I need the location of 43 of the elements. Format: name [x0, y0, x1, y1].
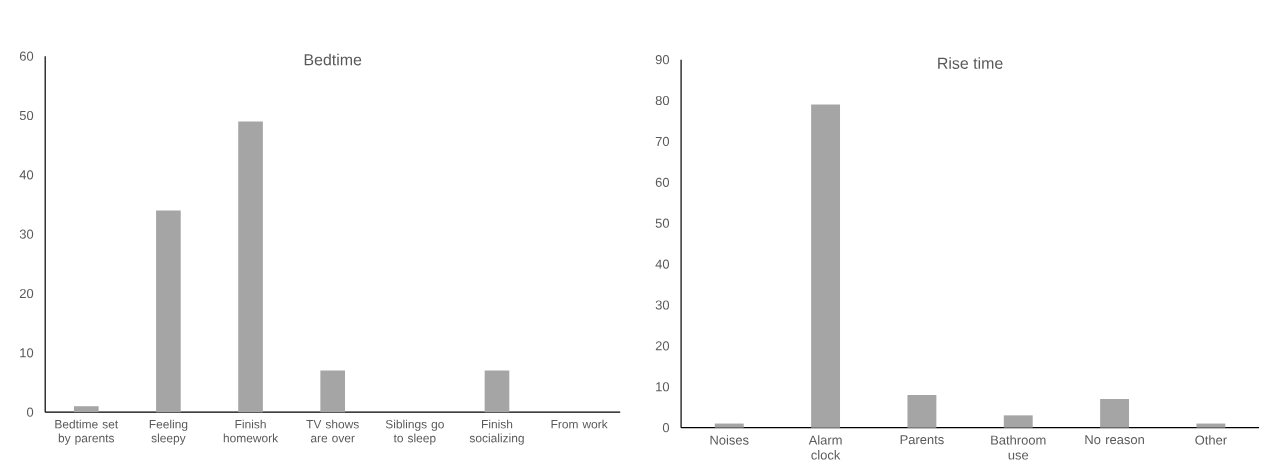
bar	[156, 210, 181, 413]
y-tick-label: 30	[655, 300, 670, 310]
y-tick-label: 0	[26, 407, 34, 417]
y-tick-label: 60	[19, 51, 34, 61]
bar	[1196, 423, 1226, 428]
x-tick-label: Bathroom use	[991, 435, 1046, 460]
bar	[907, 394, 937, 428]
x-tick-label: Bedtime set by parents	[55, 419, 119, 445]
chart-title: Rise time	[938, 57, 1003, 69]
y-tick-label: 40	[19, 170, 34, 180]
y-tick-label: 30	[19, 229, 34, 239]
y-tick-label: 20	[19, 288, 34, 299]
x-tick-label: Other	[1195, 435, 1227, 445]
x-tick-label: Finish socializing	[469, 419, 524, 445]
y-tick-label: 50	[19, 110, 34, 121]
x-tick-label: Finish homework	[223, 419, 279, 443]
bar	[714, 423, 744, 428]
bar	[238, 121, 263, 413]
y-tick-label: 60	[655, 177, 670, 187]
x-tick-label: Noises	[710, 435, 749, 445]
y-tick-label: 10	[20, 348, 34, 358]
bar	[811, 104, 841, 428]
bar	[73, 406, 99, 413]
y-tick-label: 20	[655, 341, 670, 351]
x-tick-label: TV shows are over	[306, 419, 359, 443]
y-tick-label: 0	[662, 423, 670, 433]
y-tick-label: 10	[656, 382, 670, 392]
y-tick-label: 90	[655, 55, 670, 65]
bar	[1003, 415, 1033, 428]
bar	[320, 370, 346, 413]
bar	[1100, 399, 1130, 428]
x-tick-label: Parents	[900, 435, 944, 445]
x-tick-label: Siblings go to sleep	[385, 419, 444, 445]
y-tick-label: 40	[655, 259, 670, 269]
x-tick-label: Alarm clock	[808, 435, 842, 460]
y-tick-label: 80	[655, 95, 670, 106]
y-tick-label: 50	[655, 218, 670, 228]
y-tick-label: 70	[655, 136, 670, 146]
x-tick-label: Feeling sleepy	[149, 419, 188, 445]
x-tick-label: From work	[551, 419, 608, 429]
bar	[484, 370, 510, 413]
chart-title: Bedtime	[304, 53, 362, 66]
x-tick-label: No reason	[1085, 435, 1144, 445]
